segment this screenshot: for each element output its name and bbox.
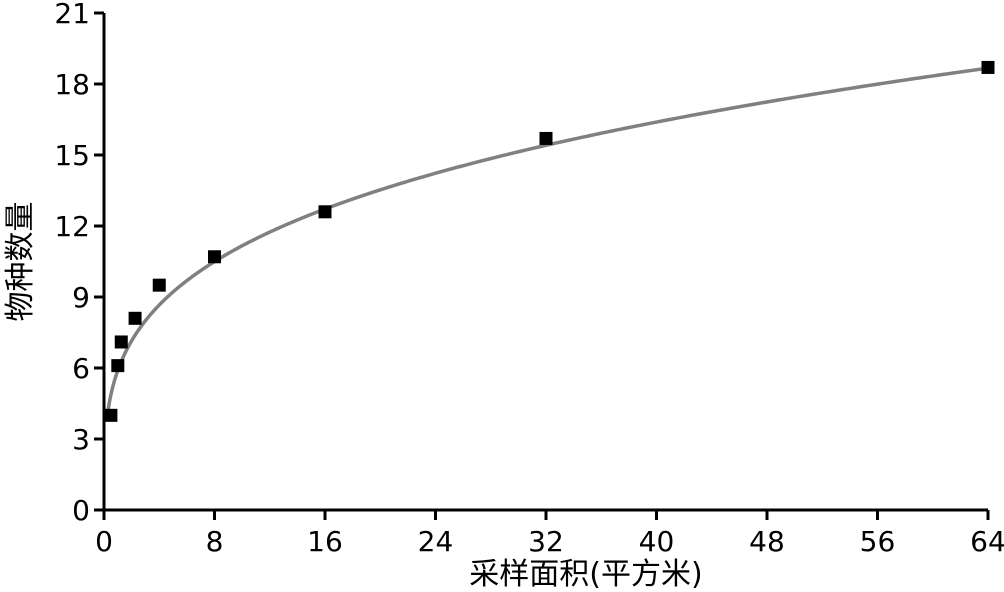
data-point-marker — [128, 311, 142, 325]
x-tick-label: 16 — [307, 525, 343, 558]
y-tick-label: 9 — [72, 281, 90, 314]
data-point-marker — [318, 205, 332, 219]
y-axis-title: 物种数量 — [3, 202, 38, 322]
x-tick-label: 64 — [970, 525, 1004, 558]
data-point-marker — [114, 335, 128, 349]
axes-layer — [102, 13, 988, 512]
y-tick-label: 6 — [72, 352, 90, 385]
data-point-marker — [208, 250, 221, 264]
data-point-marker — [152, 278, 166, 292]
y-tick-label: 12 — [54, 210, 90, 243]
x-tick-label: 8 — [206, 525, 224, 558]
data-point-marker — [539, 131, 553, 145]
x-tick-label: 48 — [749, 525, 785, 558]
y-tick-label: 3 — [72, 423, 90, 456]
x-tick-label: 32 — [528, 525, 564, 558]
x-tick-label: 0 — [95, 525, 113, 558]
fit-curve-line — [106, 66, 989, 411]
x-tick-label: 24 — [418, 525, 454, 558]
x-axis-title: 采样面积(平方米) — [469, 557, 702, 592]
data-point-marker — [111, 359, 125, 373]
x-tick-label: 40 — [639, 525, 675, 558]
y-tick-label: 21 — [54, 0, 90, 30]
curve-layer — [106, 66, 989, 411]
y-tick-label: 18 — [54, 68, 90, 101]
data-point-marker — [104, 408, 118, 422]
y-tick-label: 15 — [54, 139, 90, 172]
ticks-layer: 0 8 16 24 32 40 48 56 64 0 3 6 9 12 15 18 21 — [54, 0, 1004, 558]
data-point-marker — [981, 60, 995, 74]
x-tick-label: 56 — [860, 525, 896, 558]
y-tick-label: 0 — [72, 494, 90, 527]
points-layer — [104, 60, 995, 422]
